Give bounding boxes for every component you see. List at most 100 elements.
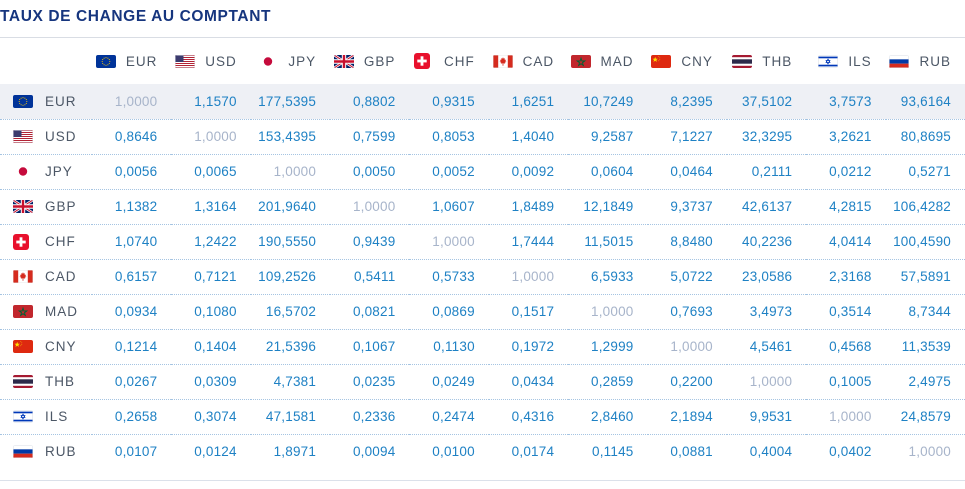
- rate-row-thb: THB 0,0267 0,0309 4,7381 0,0235 0,0249 0,0434 0…: [0, 364, 965, 399]
- column-header-gbp: GBP: [330, 38, 409, 84]
- rate-cell-eur-rub: 93,6164: [900, 93, 951, 109]
- cny-flag-icon: [13, 340, 33, 353]
- flag-slot: [13, 130, 34, 143]
- flag-slot: [818, 54, 839, 68]
- column-header-usd: USD: [171, 38, 250, 84]
- rub-flag-icon: [889, 54, 910, 68]
- rate-cell-gbp-jpy: 201,9640: [258, 199, 317, 214]
- mad-flag-icon: [13, 305, 33, 318]
- row-label-cny: CNY: [0, 329, 92, 364]
- rate-cell-chf-chf: 1,0000: [432, 234, 475, 249]
- gbp-flag-icon: [333, 54, 354, 68]
- row-label-usd: USD: [0, 119, 92, 154]
- rate-row-cad: CAD 0,6157 0,7121 109,2526 0,5411 0,5733 1,000…: [0, 259, 965, 294]
- column-header-rub: RUB: [886, 38, 965, 84]
- rate-cell-jpy-usd: 0,0065: [194, 164, 237, 179]
- rate-cell-thb-cny: 0,2200: [670, 374, 713, 389]
- rate-cell-mad-ils: 0,3514: [829, 304, 872, 319]
- flag-slot: [175, 54, 196, 68]
- rate-cell-jpy-cny: 0,0464: [670, 164, 713, 179]
- rate-cell-rub-jpy: 1,8971: [273, 444, 317, 460]
- currency-code-label: GBP: [45, 199, 77, 214]
- currency-code-label: MAD: [600, 53, 634, 69]
- thb-flag-icon: [732, 54, 753, 68]
- rate-cell-thb-jpy: 4,7381: [273, 374, 317, 389]
- rate-cell-eur-eur: 1,0000: [114, 93, 158, 109]
- flag-slot: [732, 54, 753, 68]
- rate-cell-cad-usd: 0,7121: [194, 269, 237, 284]
- page-title: TAUX DE CHANGE AU COMPTANT: [0, 8, 272, 25]
- rate-cell-jpy-chf: 0,0052: [432, 164, 475, 179]
- rate-row-mad: MAD 0,0934 0,1080 16,5702 0,0821 0,0869 0,1517…: [0, 294, 965, 329]
- rate-cell-mad-mad: 1,0000: [591, 304, 634, 319]
- rate-cell-eur-chf: 0,9315: [432, 93, 475, 109]
- rate-cell-chf-usd: 1,2422: [194, 234, 237, 249]
- rate-cell-gbp-chf: 1,0607: [432, 199, 475, 214]
- flag-slot: [13, 270, 34, 283]
- rate-cell-cny-cad: 0,1972: [511, 339, 555, 354]
- rate-cell-thb-thb: 1,0000: [749, 374, 793, 389]
- currency-code-label: JPY: [288, 53, 317, 69]
- rate-row-chf: CHF 1,0740 1,2422 190,5550 0,9439 1,0000 1,744…: [0, 224, 965, 259]
- currency-code-label: EUR: [45, 93, 77, 109]
- rate-cell-cad-gbp: 0,5411: [353, 269, 396, 284]
- rate-cell-usd-thb: 32,3295: [742, 129, 793, 144]
- rate-cell-cny-usd: 0,1404: [194, 339, 237, 354]
- rate-cell-rub-usd: 0,0124: [194, 444, 237, 460]
- rate-row-eur: EUR 1,0000 1,1570 177,5395 0,8802 0,9315 1,625…: [0, 84, 965, 119]
- rate-cell-gbp-gbp: 1,0000: [352, 199, 396, 214]
- rate-cell-jpy-cad: 0,0092: [511, 164, 555, 179]
- rate-cell-jpy-thb: 0,2111: [751, 164, 793, 179]
- rate-cell-rub-chf: 0,0100: [432, 444, 475, 460]
- currency-code-label: CNY: [681, 53, 713, 69]
- rate-cell-ils-eur: 0,2658: [114, 409, 158, 424]
- flag-slot: [95, 54, 117, 68]
- rate-row-rub: RUB 0,0107 0,0124 1,8971 0,0094 0,0100 0,0174 0…: [0, 434, 965, 469]
- rate-cell-cad-chf: 0,5733: [432, 269, 475, 284]
- flag-slot: [13, 305, 34, 318]
- rate-cell-chf-cad: 1,7444: [511, 234, 555, 249]
- gbp-flag-icon: [13, 200, 33, 213]
- rate-cell-mad-rub: 8,7344: [908, 304, 951, 319]
- ils-flag-icon: [13, 410, 33, 423]
- rate-cell-jpy-gbp: 0,0050: [352, 164, 396, 179]
- rate-cell-usd-eur: 0,8646: [114, 129, 158, 144]
- rate-cell-thb-mad: 0,2859: [591, 374, 634, 389]
- rate-cell-thb-usd: 0,0309: [194, 374, 237, 389]
- rate-cell-ils-cad: 0,4316: [511, 409, 555, 424]
- rate-cell-gbp-cny: 9,3737: [670, 199, 713, 214]
- row-label-gbp: GBP: [0, 189, 92, 224]
- exchange-rate-table: EUR USD JPY GBP CHF CAD MAD CNY THB ILS RUB EUR 1,0…: [0, 38, 965, 469]
- row-label-mad: MAD: [0, 294, 92, 329]
- rate-cell-rub-cny: 0,0881: [670, 444, 713, 460]
- rate-row-jpy: JPY 0,0056 0,0065 1,0000 0,0050 0,0052 0,0092 0…: [0, 154, 965, 189]
- cad-flag-icon: [492, 54, 513, 68]
- rate-row-cny: CNY 0,1214 0,1404 21,5396 0,1067 0,1130 0,1972…: [0, 329, 965, 364]
- mad-flag-icon: [570, 54, 591, 68]
- rate-cell-mad-chf: 0,0869: [432, 304, 475, 319]
- header-row: EUR USD JPY GBP CHF CAD MAD CNY THB ILS RUB: [0, 38, 965, 84]
- rate-cell-cny-eur: 0,1214: [114, 339, 158, 354]
- row-label-jpy: JPY: [0, 154, 92, 189]
- currency-code-label: CHF: [45, 234, 76, 249]
- currency-code-label: THB: [45, 374, 75, 389]
- table-body: EUR 1,0000 1,1570 177,5395 0,8802 0,9315 1,625…: [0, 84, 965, 469]
- rate-cell-thb-gbp: 0,0235: [352, 374, 396, 389]
- row-label-chf: CHF: [0, 224, 92, 259]
- rate-cell-chf-mad: 11,5015: [584, 234, 634, 249]
- rate-cell-ils-rub: 24,8579: [900, 409, 951, 424]
- rate-cell-rub-gbp: 0,0094: [352, 444, 396, 460]
- rate-cell-eur-gbp: 0,8802: [352, 93, 396, 109]
- rate-cell-cad-ils: 2,3168: [829, 269, 872, 284]
- rate-cell-cny-gbp: 0,1067: [352, 339, 396, 354]
- rate-cell-mad-usd: 0,1080: [194, 304, 237, 319]
- row-label-thb: THB: [0, 364, 92, 399]
- rate-cell-rub-ils: 0,0402: [829, 444, 872, 460]
- flag-slot: [333, 54, 355, 68]
- corner-cell: [0, 38, 92, 84]
- usd-flag-icon: [175, 54, 196, 68]
- flag-slot: [258, 55, 279, 68]
- rate-cell-ils-gbp: 0,2336: [352, 409, 396, 424]
- rate-cell-cny-cny: 1,0000: [670, 339, 713, 354]
- rate-cell-cny-thb: 4,5461: [749, 339, 793, 354]
